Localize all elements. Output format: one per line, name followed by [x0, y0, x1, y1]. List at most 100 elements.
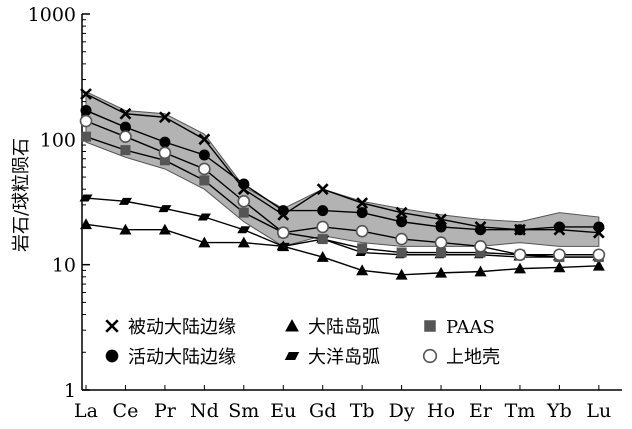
series-4-point	[396, 247, 407, 258]
series-3-point	[276, 242, 290, 250]
series-0-point	[395, 206, 408, 219]
x-tick-label: Sm	[228, 400, 259, 422]
series-3-point	[79, 194, 93, 202]
legend-label: 上地壳	[446, 347, 500, 368]
series-2-point	[592, 259, 605, 271]
series-3-line	[85, 197, 599, 258]
x-tick-label: Lu	[586, 400, 611, 422]
series-1-point	[514, 224, 526, 236]
legend-marker	[285, 319, 299, 332]
series-3-point	[158, 205, 172, 213]
series-4-point	[317, 234, 328, 245]
series-5-point	[553, 248, 566, 262]
series-1-point	[80, 104, 92, 116]
x-tick-label: Er	[469, 400, 493, 422]
legend-label: 被动大陆边缘	[128, 317, 236, 338]
series-4-point	[436, 247, 447, 258]
legend-marker	[424, 320, 436, 332]
legend-label: PAAS	[446, 317, 495, 338]
series-1-point	[356, 207, 368, 219]
series-5-point	[434, 236, 448, 249]
legend: 被动大陆边缘 大陆岛弧 PAAS 活动大陆边缘 大洋岛弧 上地壳	[105, 317, 500, 368]
x-tick-label: Yb	[546, 400, 572, 422]
series-0-point	[356, 197, 369, 210]
series-4-point	[238, 207, 249, 218]
legend-marker	[422, 348, 438, 364]
series-5-point	[79, 114, 93, 128]
series-0-point	[316, 183, 329, 196]
x-tick-label: Dy	[389, 400, 415, 422]
series-5-point	[592, 248, 606, 262]
series-2-point	[80, 218, 92, 230]
series-1-point	[277, 205, 289, 217]
legend-label: 活动大陆边缘	[128, 347, 236, 368]
series-2-point	[237, 236, 250, 248]
legend-marker	[105, 319, 119, 333]
series-1-line	[85, 109, 599, 231]
series-2-point	[513, 262, 526, 274]
y-tick-label: 1	[64, 380, 76, 402]
series-0-point	[80, 88, 92, 100]
series-5-point	[158, 146, 172, 160]
series-5-point	[395, 232, 408, 246]
series-4-point	[199, 175, 210, 186]
series-2-line	[85, 223, 599, 276]
series-2-point	[356, 264, 369, 276]
series-3-point	[118, 197, 132, 205]
series-5-point	[119, 130, 132, 143]
legend-marker	[105, 349, 119, 363]
series-5-point	[355, 224, 369, 238]
series-2-point	[316, 251, 329, 262]
y-tick-label: 10	[52, 255, 76, 277]
series-1-point	[317, 205, 329, 217]
legend-marker	[284, 351, 300, 361]
series-2-point	[474, 265, 487, 277]
series-1-point	[159, 136, 171, 148]
y-axis-label: 岩石/球粒陨石	[11, 138, 32, 252]
series-5-point	[198, 162, 211, 176]
series-2-point	[119, 223, 132, 235]
series-2-point	[158, 223, 171, 235]
series-layer	[79, 88, 606, 280]
x-tick-label: Tb	[350, 400, 375, 422]
series-2-point	[395, 268, 408, 280]
x-tick-label: Gd	[309, 400, 336, 422]
series-5-point	[513, 248, 527, 262]
series-3-point	[197, 213, 211, 221]
legend-label: 大陆岛弧	[308, 317, 380, 338]
x-tick-label: Eu	[270, 400, 296, 422]
series-5-point	[276, 226, 290, 239]
series-1-point	[435, 221, 447, 233]
series-2-point	[553, 261, 566, 273]
series-1-point	[198, 149, 210, 161]
series-1-point	[475, 224, 486, 236]
series-1-point	[553, 221, 565, 233]
x-tick-label: Pr	[154, 400, 177, 422]
series-3-point	[237, 226, 251, 234]
x-tick-label: Ho	[427, 400, 455, 422]
x-tick-label: Ce	[113, 400, 139, 422]
series-1-point	[119, 121, 131, 133]
series-5-point	[474, 240, 487, 253]
series-1-point	[396, 216, 408, 228]
series-1-point	[238, 178, 250, 190]
axis-layer: 1 10 100 1000 La Ce Pr Nd Sm Eu Gd Tb Dy Ho Er Tm Yb Lu	[28, 4, 622, 422]
series-4-point	[120, 145, 131, 156]
series-4-point	[357, 243, 368, 254]
series-2-point	[198, 236, 211, 248]
x-tick-label: Nd	[190, 400, 219, 422]
series-4-line	[85, 136, 599, 258]
series-0-point	[158, 111, 171, 124]
series-5-line	[85, 120, 599, 256]
series-0-point	[119, 107, 132, 120]
series-2-point	[435, 266, 448, 278]
y-tick-label: 100	[40, 129, 76, 151]
y-tick-label: 1000	[28, 4, 76, 26]
x-tick-label: La	[74, 400, 98, 422]
series-5-point	[237, 195, 251, 208]
series-5-point	[316, 220, 330, 234]
legend-label: 大洋岛弧	[308, 347, 380, 368]
series-4-point	[159, 155, 170, 166]
